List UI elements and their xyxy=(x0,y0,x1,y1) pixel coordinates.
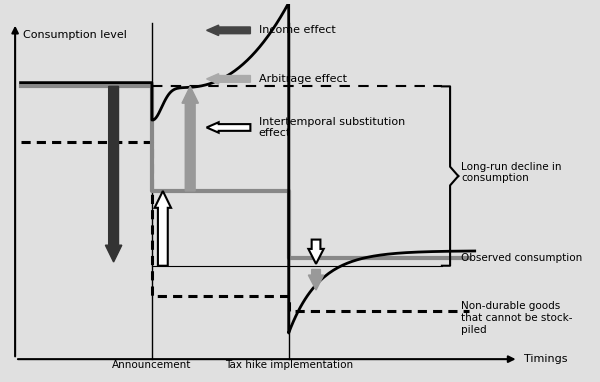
Text: Non-durable goods
that cannot be stock-
piled: Non-durable goods that cannot be stock- … xyxy=(461,301,572,335)
Text: Tax hike implementation: Tax hike implementation xyxy=(224,360,353,371)
FancyArrow shape xyxy=(182,86,199,191)
Text: Timings: Timings xyxy=(524,354,568,364)
Text: Arbitrage effect: Arbitrage effect xyxy=(259,74,347,84)
Text: Consumption level: Consumption level xyxy=(23,30,127,40)
FancyArrow shape xyxy=(206,25,250,36)
FancyArrow shape xyxy=(106,86,122,262)
FancyArrow shape xyxy=(308,240,323,264)
Text: Intertemporal substitution
effect: Intertemporal substitution effect xyxy=(259,117,405,138)
Text: Long-run decline in
consumption: Long-run decline in consumption xyxy=(461,162,562,183)
Text: Observed consumption: Observed consumption xyxy=(461,253,582,263)
Text: Income effect: Income effect xyxy=(259,25,335,35)
FancyArrow shape xyxy=(155,191,171,266)
FancyArrow shape xyxy=(206,74,250,84)
Text: Announcement: Announcement xyxy=(112,360,191,371)
FancyArrow shape xyxy=(308,269,323,290)
FancyArrow shape xyxy=(206,122,250,133)
